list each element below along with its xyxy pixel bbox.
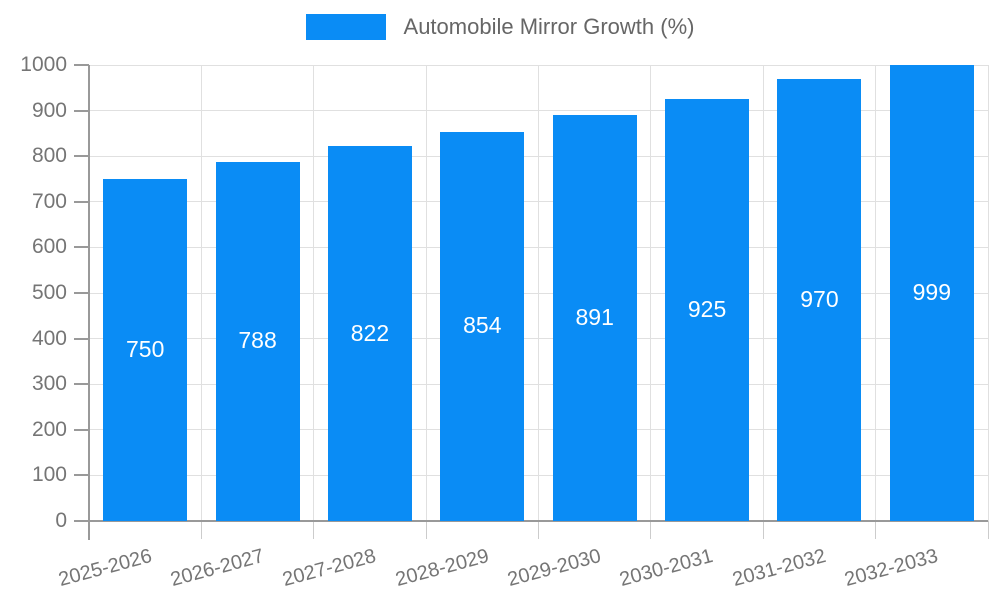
bar-value-label: 788 bbox=[238, 327, 277, 354]
y-axis-tick bbox=[74, 383, 89, 386]
bar: 854 bbox=[440, 131, 525, 521]
v-gridline bbox=[538, 65, 539, 521]
x-axis-tick bbox=[200, 521, 202, 539]
bar: 970 bbox=[777, 78, 862, 521]
x-axis-tick bbox=[425, 521, 427, 539]
x-axis-label: 2032-2033 bbox=[842, 545, 941, 592]
y-axis-label: 1000 bbox=[20, 53, 67, 76]
x-axis-tick bbox=[313, 521, 315, 539]
v-gridline bbox=[313, 65, 315, 521]
v-gridline bbox=[650, 65, 652, 521]
y-axis-tick bbox=[74, 292, 89, 294]
y-axis-label: 0 bbox=[55, 509, 67, 532]
y-axis-label: 100 bbox=[31, 463, 67, 487]
y-axis-label: 200 bbox=[31, 417, 67, 441]
bar: 822 bbox=[327, 146, 412, 521]
x-axis-tick bbox=[650, 521, 652, 539]
bar: 750 bbox=[103, 179, 188, 521]
bar-value-label: 925 bbox=[687, 296, 727, 323]
v-gridline bbox=[425, 65, 427, 521]
v-gridline bbox=[875, 65, 877, 521]
y-axis-label: 800 bbox=[31, 144, 67, 168]
x-axis-tick bbox=[987, 521, 989, 539]
bar-value-label: 822 bbox=[350, 319, 390, 346]
y-axis-tick bbox=[74, 155, 89, 158]
bar-value-label: 854 bbox=[463, 312, 502, 339]
x-axis-label: 2026-2027 bbox=[168, 545, 267, 592]
y-axis-label: 400 bbox=[31, 326, 67, 350]
x-axis-label: 2030-2031 bbox=[617, 545, 716, 592]
x-axis-tick bbox=[875, 521, 877, 539]
y-axis-tick bbox=[74, 337, 89, 340]
y-axis-tick bbox=[74, 200, 89, 203]
legend-swatch bbox=[305, 14, 386, 40]
bar: 999 bbox=[889, 65, 974, 521]
y-axis-label: 700 bbox=[31, 189, 67, 213]
y-axis-label: 600 bbox=[31, 235, 67, 259]
y-axis-tick bbox=[74, 109, 89, 112]
bar-value-label: 999 bbox=[912, 279, 951, 306]
x-axis-tick bbox=[762, 521, 764, 539]
x-axis-label: 2028-2029 bbox=[392, 545, 492, 592]
legend-label: Automobile Mirror Growth (%) bbox=[403, 14, 695, 39]
y-axis-tick bbox=[74, 428, 89, 431]
y-axis-label: 300 bbox=[31, 372, 67, 396]
y-axis-tick bbox=[74, 64, 89, 66]
v-gridline bbox=[200, 65, 202, 521]
bar: 925 bbox=[665, 99, 750, 521]
bar-value-label: 970 bbox=[800, 285, 839, 312]
x-axis-label: 2027-2028 bbox=[280, 545, 379, 592]
v-gridline bbox=[987, 65, 989, 521]
y-axis-tick bbox=[74, 520, 89, 522]
y-axis-label: 900 bbox=[31, 98, 67, 122]
y-axis-tick bbox=[74, 474, 89, 477]
x-axis-label: 2031-2032 bbox=[730, 545, 829, 592]
x-axis-label: 2029-2030 bbox=[505, 545, 604, 592]
x-axis-tick bbox=[538, 521, 539, 539]
y-axis-tick bbox=[74, 246, 89, 249]
legend: Automobile Mirror Growth (%) bbox=[0, 14, 1000, 40]
bar: 788 bbox=[215, 161, 300, 521]
y-axis-line bbox=[88, 65, 90, 540]
bar: 891 bbox=[552, 114, 637, 521]
x-axis-line bbox=[89, 520, 988, 522]
x-axis-label: 2025-2026 bbox=[55, 545, 154, 592]
y-axis-label: 500 bbox=[31, 281, 67, 304]
v-gridline bbox=[762, 65, 764, 521]
bar-value-label: 891 bbox=[575, 303, 614, 330]
bar-value-label: 750 bbox=[126, 336, 165, 362]
